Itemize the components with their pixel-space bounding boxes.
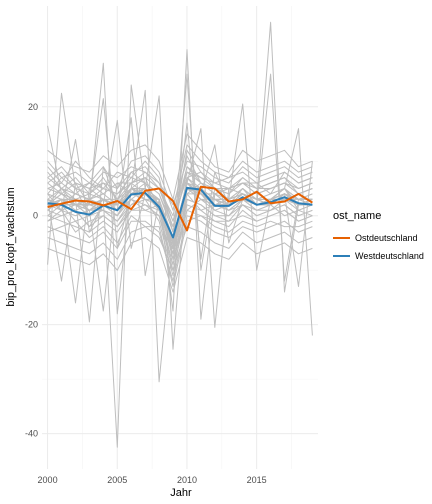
background-line (47, 193, 313, 266)
background-line (47, 209, 313, 271)
background-line (47, 149, 313, 233)
x-axis-title: Jahr (170, 487, 192, 499)
legend: ost_name Ostdeutschland Westdeutschland (333, 210, 424, 261)
background-line (47, 215, 313, 282)
background-line (47, 198, 313, 255)
x-axis-tick-labels: 2000 2005 2010 2015 (38, 475, 267, 485)
x-tick-label: 2010 (177, 475, 197, 485)
background-line (47, 237, 313, 293)
y-tick-label: 0 (33, 211, 38, 221)
background-region-lines (47, 21, 313, 448)
background-line (47, 160, 313, 206)
legend-label: Westdeutschland (355, 251, 424, 261)
background-line (47, 215, 313, 287)
legend-items: Ostdeutschland Westdeutschland (333, 233, 424, 261)
legend-label: Ostdeutschland (355, 233, 418, 243)
y-axis-title: bip_pro_kopf_wachstum (5, 187, 17, 306)
x-tick-label: 2005 (107, 475, 127, 485)
y-tick-label: -20 (25, 320, 38, 330)
highlight-series-lines (47, 185, 313, 239)
x-tick-label: 2000 (38, 475, 58, 485)
legend-title: ost_name (333, 210, 381, 222)
background-line (47, 155, 313, 217)
background-line (47, 133, 313, 200)
y-tick-label: -40 (25, 429, 38, 439)
x-tick-label: 2015 (247, 475, 267, 485)
series-line-ostdeutschland (47, 185, 313, 232)
background-line (47, 144, 313, 211)
y-tick-label: 20 (28, 102, 38, 112)
y-axis-tick-labels: -40 -20 0 20 (25, 102, 38, 439)
background-line (47, 171, 313, 228)
